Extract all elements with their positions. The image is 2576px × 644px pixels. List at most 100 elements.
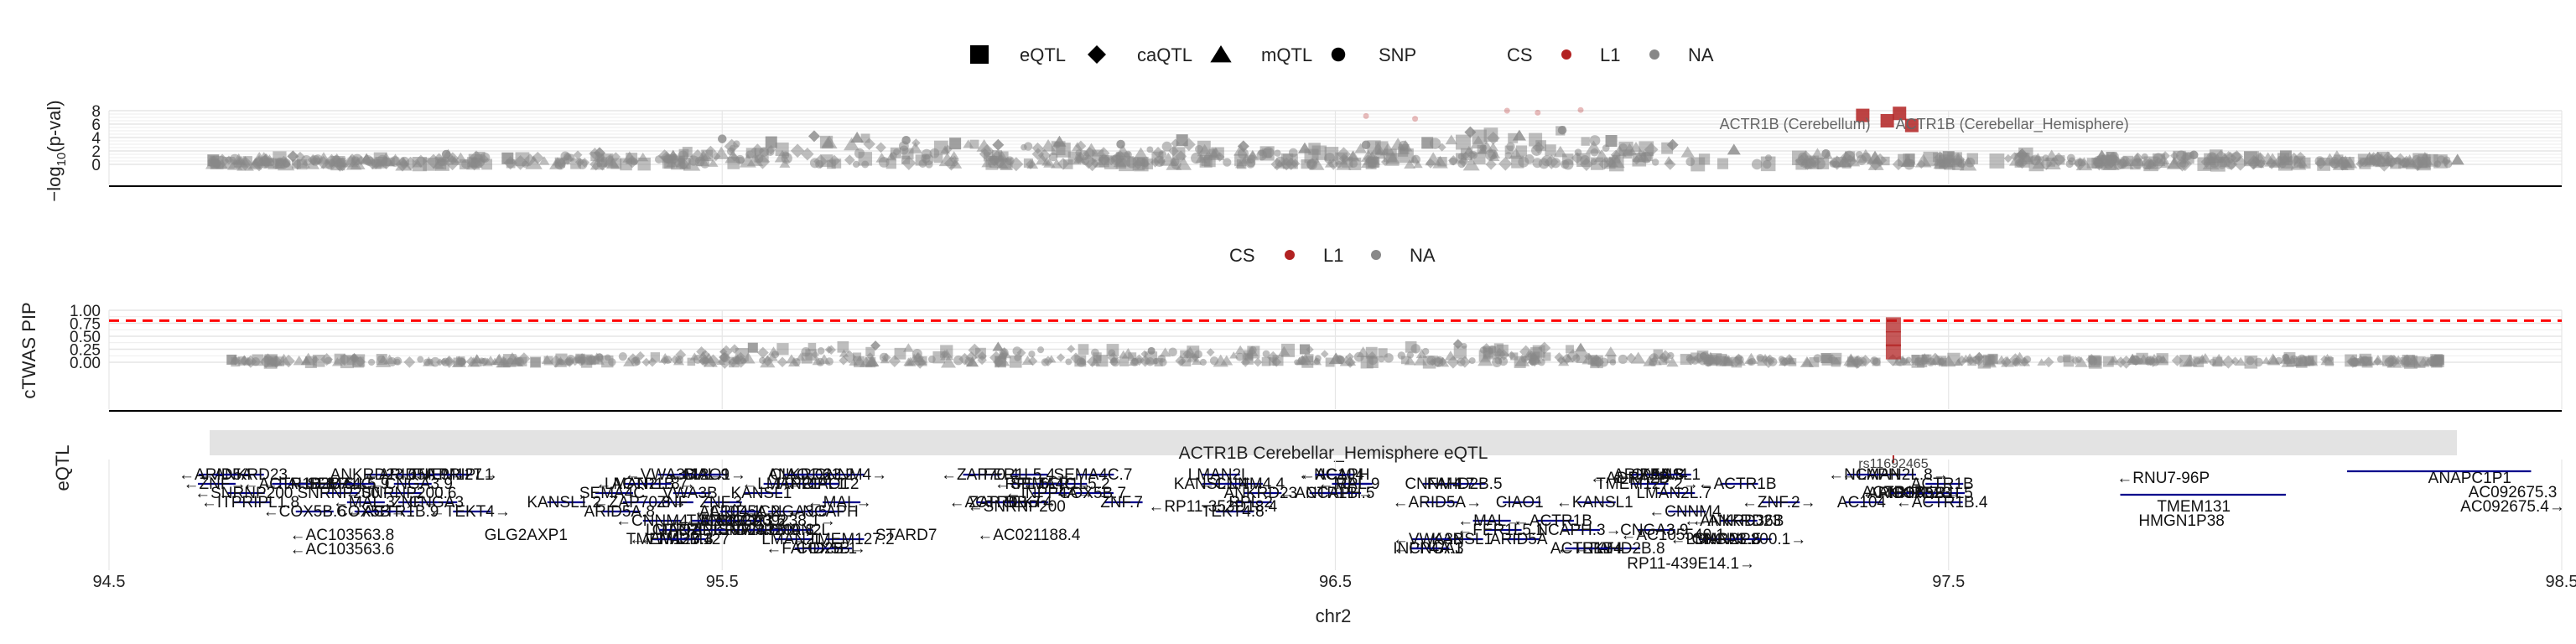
pvalue-point-na [666, 149, 680, 161]
pvalue-bg-point [843, 137, 860, 151]
pvalue-bg-point [1561, 159, 1570, 169]
pip-point-na [1147, 346, 1156, 355]
pip-bg-point [1813, 354, 1822, 363]
pvalue-faint-point [1504, 107, 1510, 114]
pvalue-bg-point [2202, 156, 2220, 170]
pvalue-point-na [1297, 142, 1311, 153]
gene-label: KANSL1 [1431, 531, 1493, 548]
gene-label: ←KANSL1 [1556, 494, 1633, 512]
pvalue-point-na [1176, 134, 1188, 147]
pip-bg-point [698, 356, 707, 366]
pvalue-bg-point [863, 138, 875, 151]
pvalue-bg-point [590, 151, 600, 162]
pip-bg-point [776, 343, 789, 356]
pip-bg-point [1685, 354, 1693, 361]
pip-bg-point [718, 355, 732, 369]
pvalue-bg-point [831, 158, 842, 169]
pip-point-na [1452, 339, 1463, 350]
pip-bg-point [1261, 356, 1271, 366]
pip-bg-point [1074, 355, 1087, 367]
pvalue-bg-point [1110, 154, 1122, 165]
pip-bg-point [1414, 354, 1427, 366]
pvalue-bg-point [1282, 153, 1298, 169]
pip-bg-point [1206, 348, 1215, 357]
pip-bg-point [2254, 357, 2263, 367]
pip-bg-point [1831, 357, 1841, 367]
gene-label: ←SEMA4C→ [995, 475, 1092, 493]
pvalue-bg-point [242, 156, 252, 166]
pip-bg-point [500, 357, 512, 366]
pvalue-bg-point [1814, 158, 1826, 170]
gene-label: FER1L5.9 [318, 475, 390, 493]
pvalue-bg-point [2405, 158, 2420, 169]
pvalue-bg-point [2008, 153, 2025, 166]
pvalue-bg-point [2166, 156, 2183, 169]
pip-bg-point [1996, 355, 2007, 365]
pip-bg-point [2075, 356, 2088, 367]
pip-bg-point [968, 343, 982, 357]
pvalue-point-na [207, 154, 220, 167]
pvalue-point-na [2016, 148, 2028, 160]
pvalue-bg-point [1133, 147, 1149, 159]
pvalue-bg-point [1590, 158, 1597, 165]
pip-bg-point [1530, 356, 1540, 366]
pvalue-point-na [1116, 139, 1125, 149]
pip-bg-point [422, 356, 435, 366]
pvalue-bg-point [1085, 157, 1100, 172]
pip-bg-point [577, 356, 588, 366]
gene-label: ←ARID5A→ [1392, 494, 1482, 512]
pvalue-bg-point [1486, 131, 1500, 145]
pip-bg-point [1604, 346, 1618, 357]
pip-bg-point [1297, 356, 1306, 365]
pip-bg-point [1037, 346, 1045, 354]
x-tick-label: 98.5 [2546, 573, 2576, 591]
pip-bg-point [1929, 352, 1942, 366]
gene-label: TEKT4.8 [1202, 503, 1265, 521]
pip-bg-point [1159, 347, 1171, 357]
pip-bg-point [817, 347, 825, 355]
pvalue-bg-point [567, 153, 575, 162]
pip-bg-point [839, 349, 849, 357]
gene-label: AC092675.3 [2469, 484, 2558, 501]
pvalue-point-na [901, 135, 911, 145]
pvalue-bg-point [294, 151, 306, 163]
pip-bg-point [566, 354, 575, 364]
pvalue-bg-point [854, 148, 865, 158]
y-axis-label-pip: cTWAS PIP [18, 302, 39, 398]
gene-label: ZNF.3 [699, 494, 742, 512]
pip-bg-point [1154, 357, 1163, 367]
pvalue-bg-point [258, 153, 273, 169]
pip-bg-point [2057, 356, 2064, 363]
pip-bg-point [1078, 344, 1089, 355]
pip-bg-point [457, 357, 466, 366]
pvalue-bg-point [943, 144, 953, 154]
pvalue-bg-point [1488, 142, 1498, 151]
pip-bg-point [687, 357, 696, 366]
gene-label: ←ZNF→ [184, 475, 247, 493]
pip-bg-point [293, 356, 305, 366]
pvalue-bg-point [2119, 156, 2131, 167]
pip-bg-point [604, 354, 611, 361]
x-tick-label: 97.5 [1932, 573, 1965, 591]
pvalue-bg-point [852, 160, 860, 169]
pvalue-bg-point [1211, 147, 1224, 161]
pip-bg-point [2285, 356, 2299, 367]
pip-bg-point [1235, 352, 1244, 361]
pvalue-bg-point [1445, 134, 1457, 145]
legend-middle: CS L1 NA [1229, 245, 1436, 266]
gene-label: COX5B→ [336, 503, 406, 521]
pvalue-point-na [501, 152, 514, 164]
gene-label: VWA3B [662, 485, 718, 502]
pvalue-bg-point [2065, 159, 2074, 169]
gene-label: ←RNU7-96P [2116, 470, 2210, 487]
pip-bg-point [879, 352, 889, 362]
pvalue-bg-point [1073, 153, 1086, 164]
pip-bg-point [641, 357, 652, 367]
pvalue-bg-point [2246, 154, 2262, 170]
pvalue-bg-point [950, 155, 959, 165]
pvalue-bg-point [1083, 143, 1100, 157]
gene-label: ←ANKRD23 [1862, 485, 1951, 502]
pip-bg-point [543, 356, 553, 366]
gene-label: RP11-439E14.1→ [1627, 555, 1755, 573]
gene-label: ←ANKRD23 [198, 466, 288, 484]
